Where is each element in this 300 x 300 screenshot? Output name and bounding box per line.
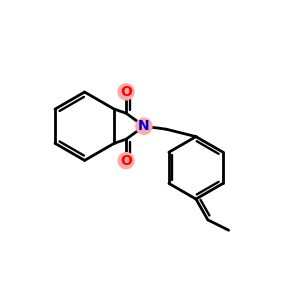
Circle shape	[118, 153, 134, 169]
Circle shape	[118, 84, 134, 100]
Circle shape	[136, 118, 152, 134]
Text: O: O	[120, 85, 132, 99]
Text: N: N	[138, 119, 150, 133]
Text: O: O	[120, 154, 132, 168]
